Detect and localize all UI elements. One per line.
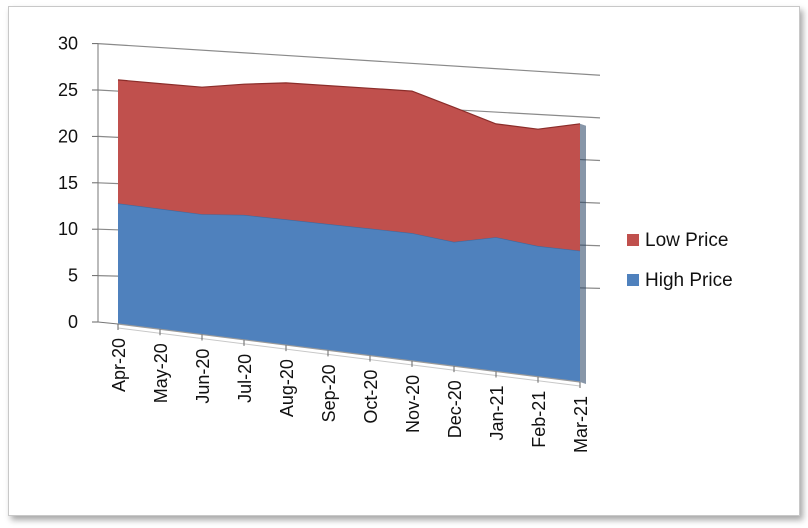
area-low-price <box>118 79 580 251</box>
x-axis: Apr-20 May-20 Jun-20 Jul-20 Aug-20 Sep-20 Oct-… <box>109 324 591 453</box>
x-tick-label: Mar-21 <box>571 396 591 453</box>
x-tick-label: Nov-20 <box>403 375 423 433</box>
plot-areas <box>117 79 586 387</box>
area-high-price <box>118 203 580 382</box>
y-tick-label: 30 <box>58 34 78 54</box>
x-tick-label: Jun-20 <box>193 349 213 404</box>
legend-swatch <box>627 274 639 286</box>
area-top-edge <box>117 79 581 130</box>
x-tick-label: Jul-20 <box>235 354 255 403</box>
legend-label: High Price <box>645 270 733 291</box>
x-tick-label: May-20 <box>151 343 171 403</box>
y-tick-label: 15 <box>58 173 78 193</box>
gridline <box>97 43 601 76</box>
x-tick-label: Apr-20 <box>109 338 129 392</box>
x-tick-label: Feb-21 <box>529 391 549 448</box>
x-axis-baseline <box>117 323 581 383</box>
x-tick-label: Jan-21 <box>487 385 507 440</box>
x-tick-label: Sep-20 <box>319 364 339 422</box>
x-tick-label: Oct-20 <box>361 370 381 424</box>
legend-swatch <box>627 234 639 246</box>
legend: Low Price High Price <box>627 230 733 291</box>
y-tick-label: 10 <box>58 219 78 239</box>
floor-edge <box>117 327 581 387</box>
area-side-face <box>580 123 586 384</box>
y-axis: 0 5 10 15 20 25 30 <box>58 34 119 332</box>
x-tick-label: Aug-20 <box>277 359 297 417</box>
y-tick-label: 5 <box>68 266 78 286</box>
y-tick-label: 25 <box>58 80 78 100</box>
x-tick-label: Dec-20 <box>445 380 465 438</box>
y-tick-label: 20 <box>58 126 78 146</box>
axis-depth-line <box>97 321 119 325</box>
y-tick-label: 0 <box>68 312 78 332</box>
legend-label: Low Price <box>645 230 728 251</box>
